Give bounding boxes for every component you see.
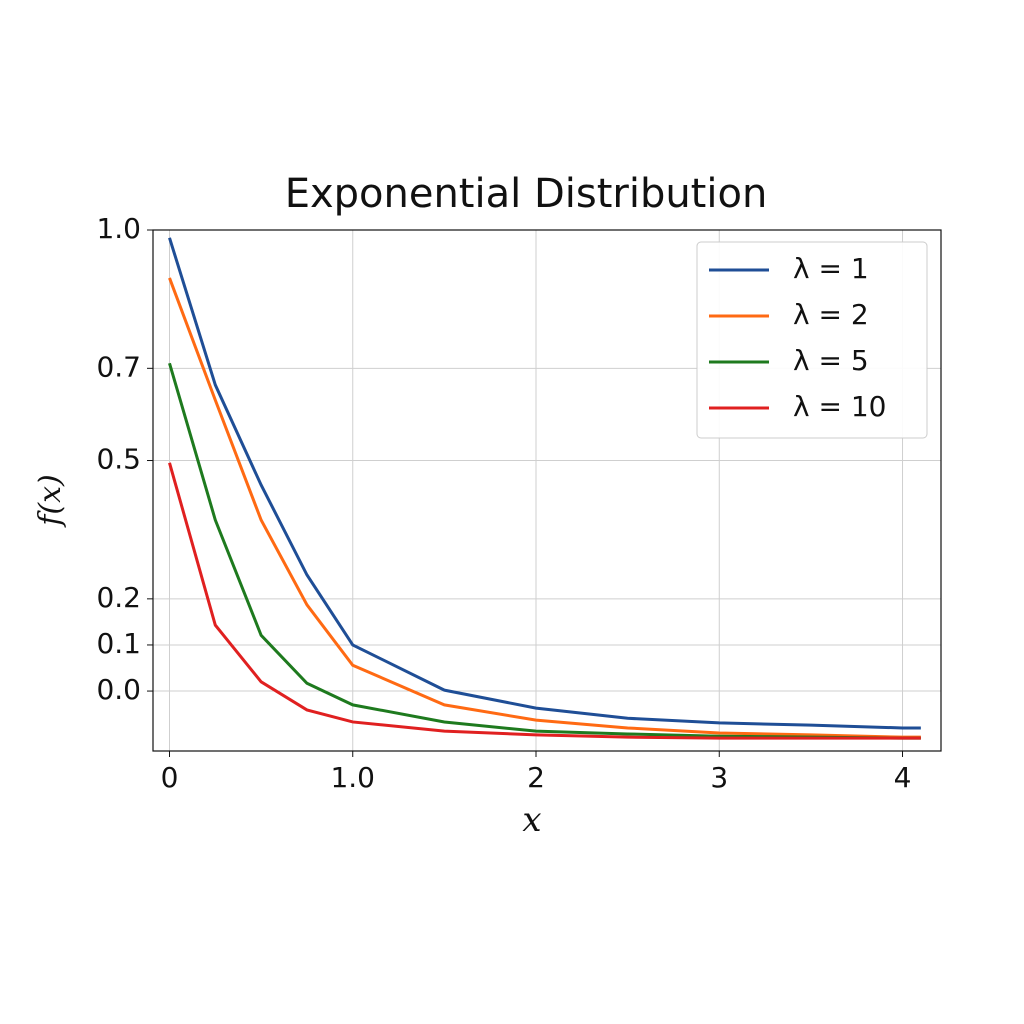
y-tick-label: 0.1 <box>96 627 141 660</box>
x-axis-label: x <box>522 800 541 840</box>
y-tick-label: 0.5 <box>96 443 141 476</box>
legend-label: λ = 5 <box>793 344 869 377</box>
y-tick-label: 1.0 <box>96 212 141 245</box>
x-tick-label: 4 <box>894 761 912 794</box>
x-tick-label: 2 <box>527 761 545 794</box>
x-tick-label: 1.0 <box>330 761 375 794</box>
y-tick-label: 0.2 <box>96 581 141 614</box>
series-line <box>168 277 921 739</box>
y-tick-label: 0.0 <box>96 673 141 706</box>
x-tick-label: 0 <box>161 761 179 794</box>
legend-label: λ = 2 <box>793 298 869 331</box>
legend-box <box>696 241 928 439</box>
series-line <box>168 237 921 730</box>
y-axis-label: f(x) <box>33 474 68 527</box>
x-tick-label: 3 <box>710 761 728 794</box>
legend-label: λ = 10 <box>793 390 886 423</box>
plot-frame <box>152 229 942 752</box>
y-tick-label: 0.7 <box>96 350 141 383</box>
legend-label: λ = 1 <box>793 252 869 285</box>
series-line <box>168 462 921 740</box>
chart-title: Exponential Distribution <box>285 171 768 217</box>
